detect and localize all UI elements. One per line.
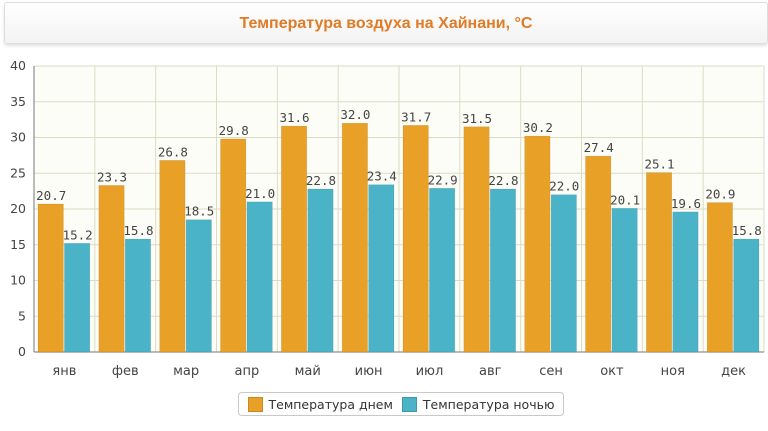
- bar-night: [429, 187, 456, 353]
- x-tick-label: май: [295, 364, 321, 379]
- data-label-day: 30.2: [523, 120, 553, 135]
- data-label-night: 18.5: [184, 204, 214, 219]
- y-tick-label: 0: [18, 344, 26, 359]
- data-label-day: 32.0: [340, 107, 370, 122]
- legend-label-day: Температура днем: [268, 396, 393, 412]
- data-label-day: 27.4: [584, 140, 614, 155]
- data-label-day: 31.6: [279, 110, 309, 125]
- bar-day: [98, 185, 125, 353]
- chart-title: Температура воздуха на Хайнани, °С: [239, 15, 533, 32]
- y-tick-label: 40: [10, 58, 26, 73]
- bar-night: [185, 219, 212, 353]
- bar-day: [159, 160, 186, 353]
- bar-night: [368, 184, 395, 353]
- y-tick-label: 15: [10, 237, 26, 252]
- data-label-day: 31.7: [401, 109, 431, 124]
- data-label-night: 22.9: [428, 172, 458, 187]
- x-tick-label: сен: [539, 364, 563, 379]
- bar-day: [706, 202, 733, 353]
- x-tick-label: янв: [52, 364, 76, 379]
- x-tick-label: июн: [355, 364, 383, 379]
- x-tick-label: окт: [600, 364, 624, 379]
- y-tick-label: 5: [18, 308, 26, 323]
- bar-day: [463, 126, 490, 353]
- bar-night: [611, 207, 638, 353]
- chart-title-bar: Температура воздуха на Хайнани, °С: [4, 2, 768, 44]
- data-label-night: 15.2: [63, 227, 93, 242]
- bar-day: [402, 125, 429, 353]
- data-label-day: 29.8: [219, 123, 249, 138]
- bar-day: [220, 138, 247, 353]
- x-tick-label: авг: [479, 364, 502, 379]
- data-label-night: 20.1: [610, 192, 640, 207]
- data-label-day: 20.7: [36, 188, 66, 203]
- data-label-night: 21.0: [245, 186, 275, 201]
- data-label-night: 22.8: [488, 173, 518, 188]
- bar-night: [489, 188, 516, 353]
- bar-night: [733, 238, 760, 353]
- legend-label-night: Температура ночью: [422, 396, 555, 412]
- bar-night: [124, 238, 151, 353]
- bar-day: [585, 155, 612, 353]
- bar-day: [281, 125, 308, 353]
- bar-night: [307, 188, 334, 353]
- legend-item-night[interactable]: Температура ночью: [401, 396, 555, 412]
- data-label-day: 23.3: [97, 169, 127, 184]
- y-tick-label: 25: [10, 165, 26, 180]
- x-tick-label: мар: [173, 364, 199, 379]
- data-label-night: 22.8: [306, 173, 336, 188]
- bar-day: [341, 122, 368, 353]
- bar-day: [37, 203, 64, 353]
- legend-swatch-night: [401, 396, 417, 412]
- y-tick-label: 10: [10, 273, 26, 288]
- x-tick-label: июл: [416, 364, 444, 379]
- bar-day: [646, 172, 673, 353]
- data-label-day: 20.9: [705, 187, 735, 202]
- bar-day: [524, 135, 551, 353]
- bar-night: [672, 211, 699, 353]
- x-tick-label: дек: [721, 364, 746, 379]
- legend-item-day[interactable]: Температура днем: [247, 396, 393, 412]
- y-tick-label: 35: [10, 94, 26, 109]
- y-tick-label: 30: [10, 130, 26, 145]
- bar-night: [246, 201, 273, 353]
- data-label-night: 15.8: [123, 223, 153, 238]
- data-label-night: 23.4: [367, 169, 397, 184]
- data-label-night: 15.8: [732, 223, 762, 238]
- data-label-day: 25.1: [644, 157, 674, 172]
- data-label-day: 31.5: [462, 111, 492, 126]
- data-label-day: 26.8: [158, 144, 188, 159]
- bar-night: [64, 243, 91, 353]
- bar-night: [550, 194, 577, 353]
- y-tick-label: 20: [10, 201, 26, 216]
- chart-legend: Температура днем Температура ночью: [238, 392, 564, 416]
- x-tick-label: фев: [112, 364, 139, 379]
- legend-swatch-day: [247, 396, 263, 412]
- x-tick-label: ноя: [661, 364, 685, 379]
- data-label-night: 22.0: [549, 179, 579, 194]
- x-tick-label: апр: [235, 364, 260, 379]
- data-label-night: 19.6: [671, 196, 701, 211]
